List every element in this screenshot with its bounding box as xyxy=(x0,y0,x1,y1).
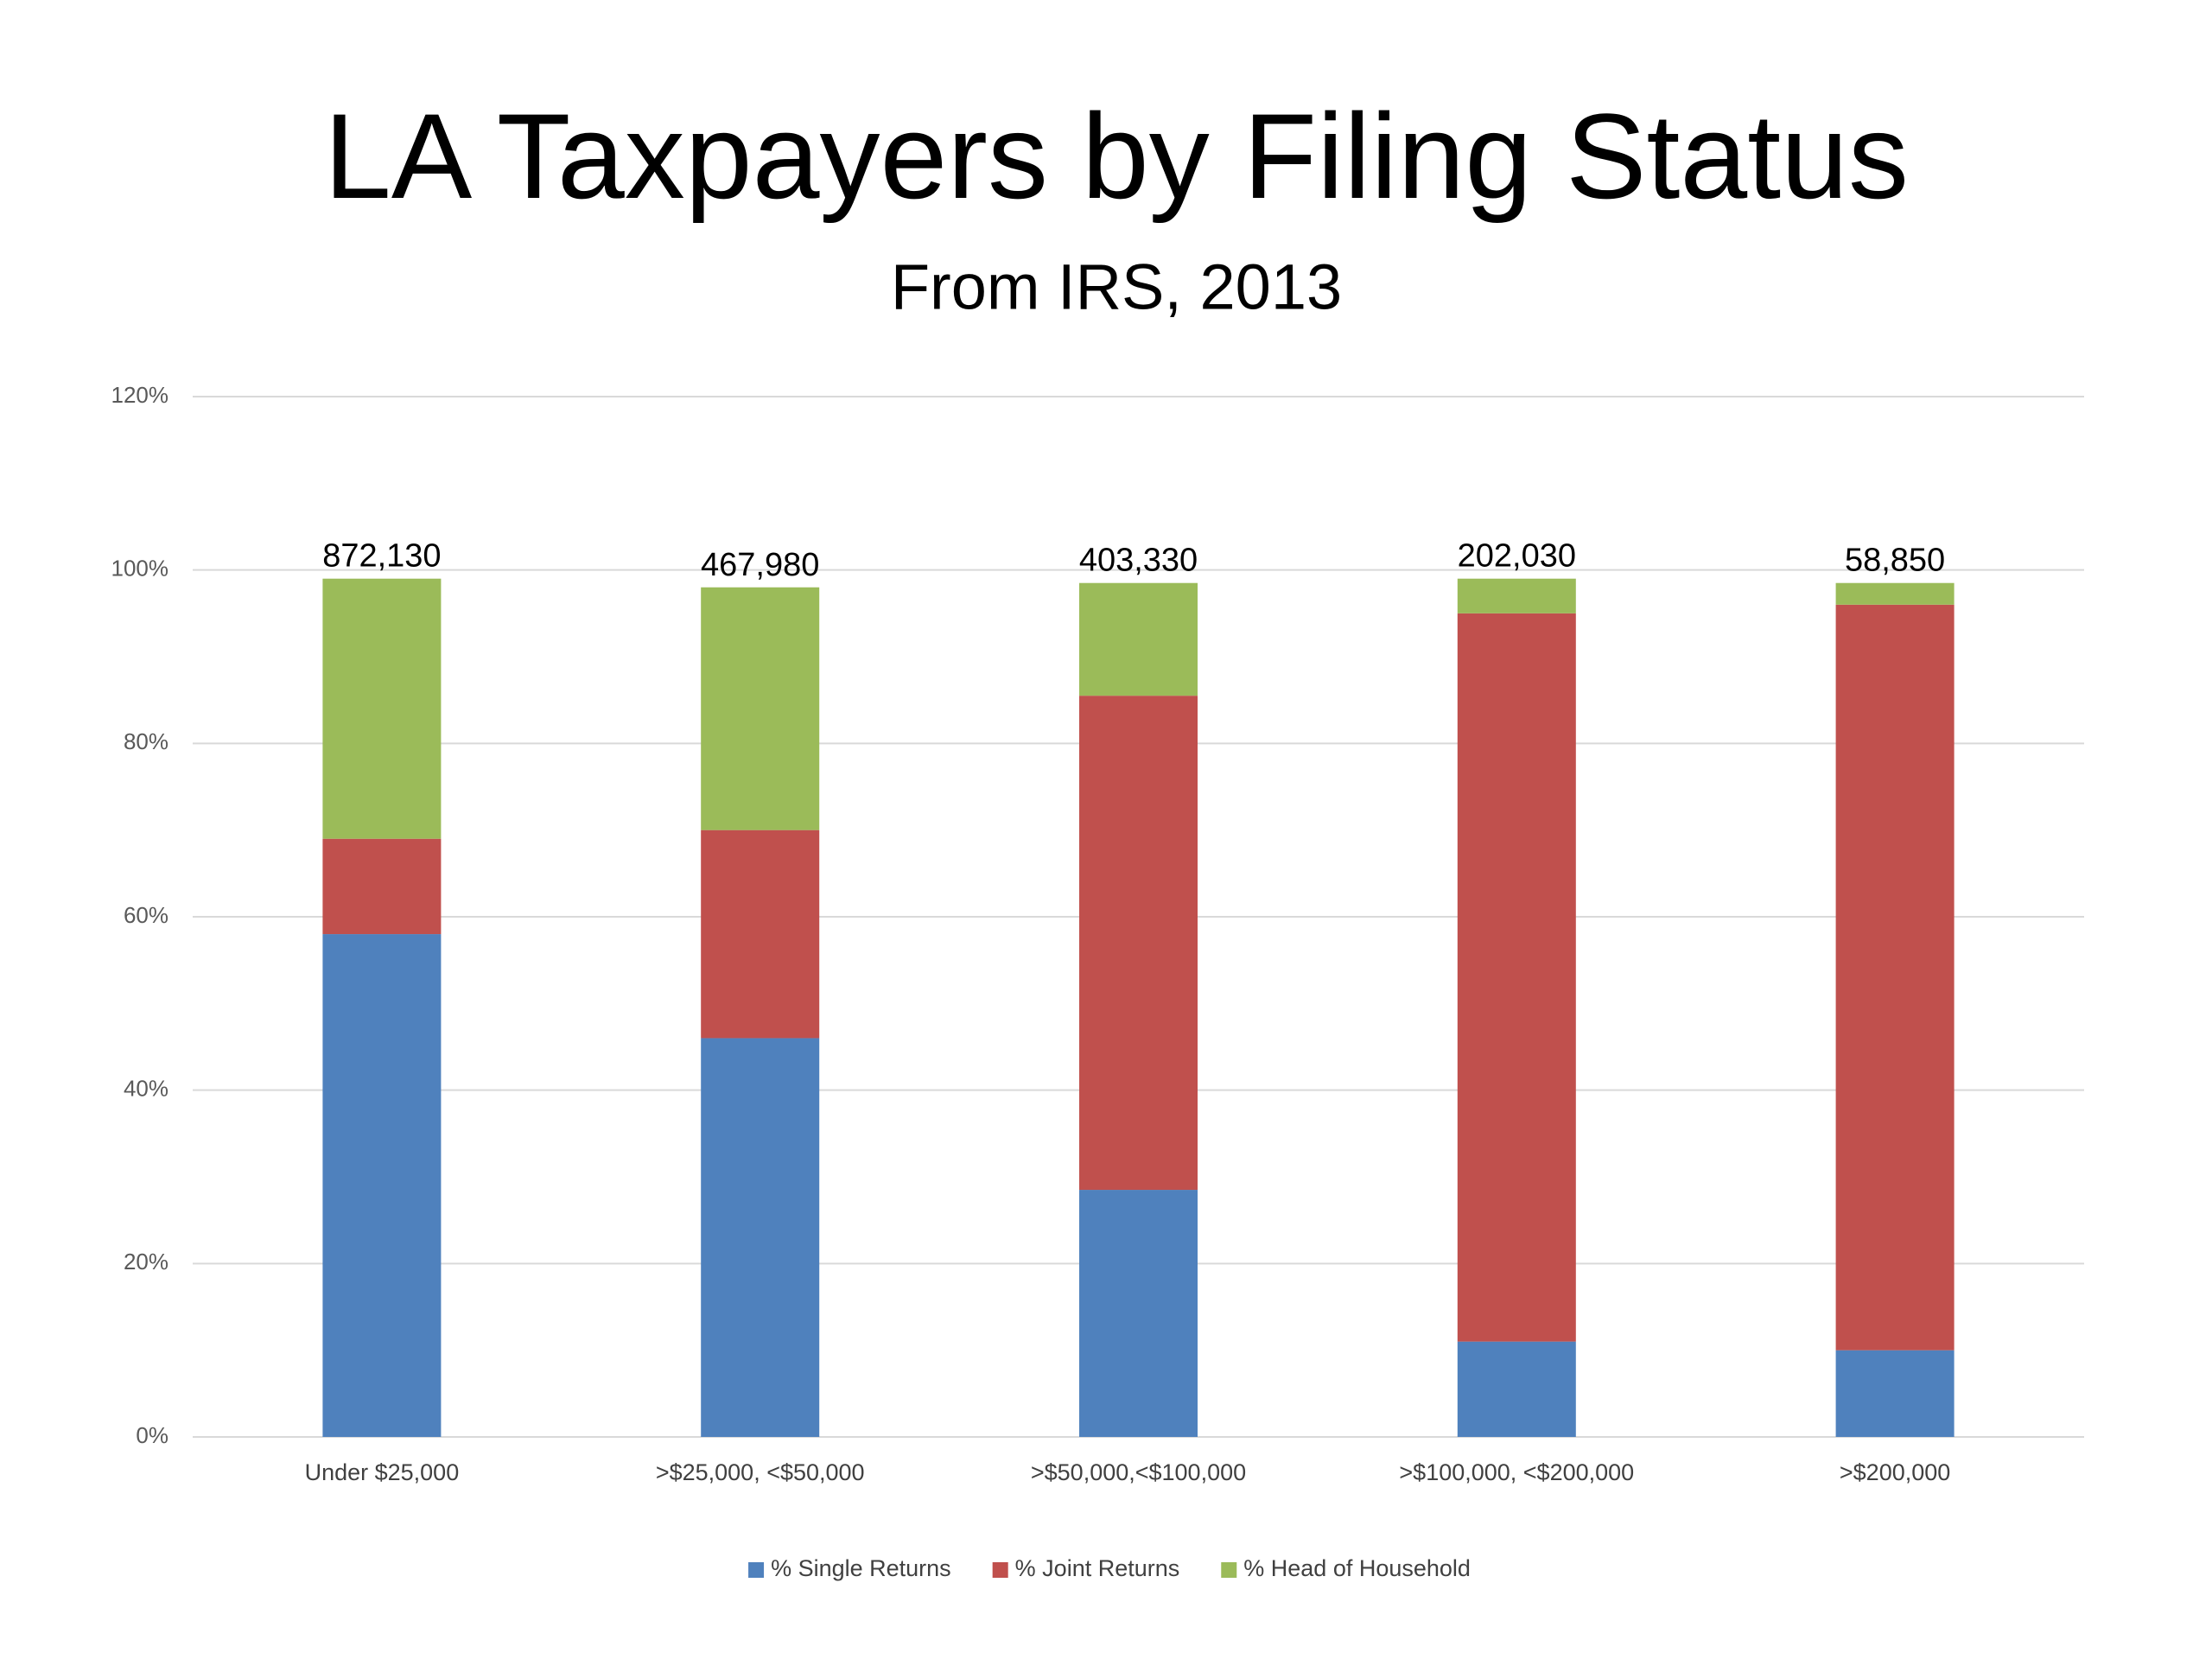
bar-segment xyxy=(1079,696,1198,1191)
bar-segment xyxy=(1835,604,1955,1351)
y-tick-label: 0% xyxy=(136,1422,168,1448)
chart-subtitle: From IRS, 2013 xyxy=(891,251,1342,323)
bar-segment xyxy=(701,587,820,830)
bar-segment xyxy=(1457,578,1576,613)
legend-label: % Head of Household xyxy=(1243,1555,1471,1581)
chart-title: LA Taxpayers by Filing Status xyxy=(324,88,1909,224)
legend-swatch xyxy=(1221,1562,1237,1578)
y-tick-label: 120% xyxy=(111,382,169,408)
bar-segment xyxy=(1079,582,1198,696)
bar-segment xyxy=(322,934,442,1437)
bar-segment xyxy=(701,830,820,1039)
y-tick-label: 80% xyxy=(124,728,168,754)
bar-segment xyxy=(1835,582,1955,605)
legend-label: % Joint Returns xyxy=(1015,1555,1180,1581)
total-label: 58,850 xyxy=(1845,543,1945,579)
x-tick-label: >$50,000,<$100,000 xyxy=(1031,1459,1246,1485)
bar-segment xyxy=(322,838,442,935)
bar-segment xyxy=(1457,613,1576,1342)
y-tick-label: 20% xyxy=(124,1249,168,1274)
y-tick-label: 60% xyxy=(124,902,168,928)
bar-segment xyxy=(322,578,442,839)
legend-swatch xyxy=(748,1562,765,1578)
x-tick-label: >$25,000, <$50,000 xyxy=(656,1459,865,1485)
total-label: 872,130 xyxy=(322,538,441,575)
bar-segment xyxy=(701,1038,820,1437)
y-tick-label: 100% xyxy=(111,556,169,582)
total-label: 467,980 xyxy=(701,547,819,583)
y-tick-label: 40% xyxy=(124,1076,168,1102)
x-tick-label: >$200,000 xyxy=(1840,1459,1950,1485)
legend-swatch xyxy=(992,1562,1008,1578)
x-tick-label: >$100,000, <$200,000 xyxy=(1399,1459,1634,1485)
legend-label: % Single Returns xyxy=(771,1555,951,1581)
x-tick-label: Under $25,000 xyxy=(305,1459,460,1485)
bar-segment xyxy=(1079,1190,1198,1437)
bar-segment xyxy=(1835,1350,1955,1437)
bar-segment xyxy=(1457,1341,1576,1437)
total-label: 403,330 xyxy=(1079,543,1198,579)
total-label: 202,030 xyxy=(1458,538,1576,575)
